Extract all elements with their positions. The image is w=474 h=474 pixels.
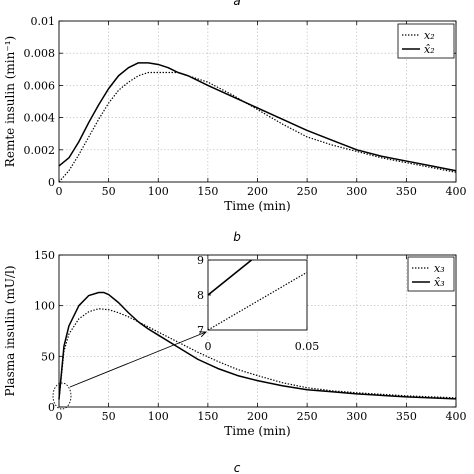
y-tick-label: 50 [41,350,55,363]
inset-y-tick-label: 7 [197,324,204,337]
x-tick-label: 50 [102,410,116,423]
x-tick-label: 350 [396,410,417,423]
zoom-region-marker [52,382,72,410]
y-tick-label: 0.01 [31,15,56,28]
inset-frame [207,259,308,331]
inset-series-line [207,259,253,296]
chart-remote-insulin: 0 50 100 150 200 250 300 350 400 0 0.002 0.004 0.006… [3,15,467,213]
series-line-estimated [58,291,457,400]
x-tick-label: 0 [56,410,63,423]
x-tick-label: 300 [346,185,367,198]
x-axis-label: Time (min) [224,199,290,213]
x-tick-label: 100 [148,185,169,198]
y-tick-label: 0.002 [24,144,56,157]
y-tick-label: 0 [48,401,55,414]
inset-y-tick-label: 8 [197,289,204,302]
x-tick-label: 350 [396,185,417,198]
chart-plasma-insulin: 0 50 100 150 200 250 300 350 400 0 50 100 150 Time (m… [3,249,467,438]
x-tick-label: 150 [197,410,218,423]
legend-label: x₂ [424,29,435,42]
inset-series-line [207,271,308,331]
panel-label-a: a [233,0,240,8]
y-tick-label: 0.006 [24,79,56,92]
panel-label-c: c [234,461,241,474]
inset-x-tick-label: 0.05 [295,340,320,353]
series-line-estimated [58,62,457,172]
y-tick-label: 150 [34,249,55,262]
x-tick-label: 250 [297,410,318,423]
legend-label: x₃ [434,262,445,275]
x-axis-label: Time (min) [224,424,290,438]
legend-label: x̂₃ [434,276,445,289]
legend [397,23,455,59]
x-tick-label: 150 [197,185,218,198]
y-tick-label: 0.008 [24,47,56,60]
panel-label-b: b [233,230,241,244]
x-tick-label: 200 [247,410,268,423]
x-tick-label: 50 [102,185,116,198]
y-tick-label: 100 [34,300,55,313]
x-tick-label: 0 [56,185,63,198]
inset-y-tick-label: 9 [197,254,204,267]
x-tick-label: 100 [148,410,169,423]
x-tick-label: 400 [446,410,467,423]
y-tick-label: 0 [48,176,55,189]
y-tick-label: 0.004 [24,112,56,125]
series-line-measured [58,71,457,183]
y-axis-label: Plasma insulin (mU/l) [3,266,17,397]
x-tick-label: 200 [247,185,268,198]
y-axis-label: Remte insulin (min⁻¹) [3,36,17,167]
x-tick-label: 250 [297,185,318,198]
legend-label: x̂₂ [424,43,435,56]
legend [407,256,455,292]
inset-x-tick-label: 0 [205,340,212,353]
x-tick-label: 400 [446,185,467,198]
zoom-arrow [69,332,206,388]
series-line-measured [58,308,457,400]
x-tick-label: 300 [346,410,367,423]
